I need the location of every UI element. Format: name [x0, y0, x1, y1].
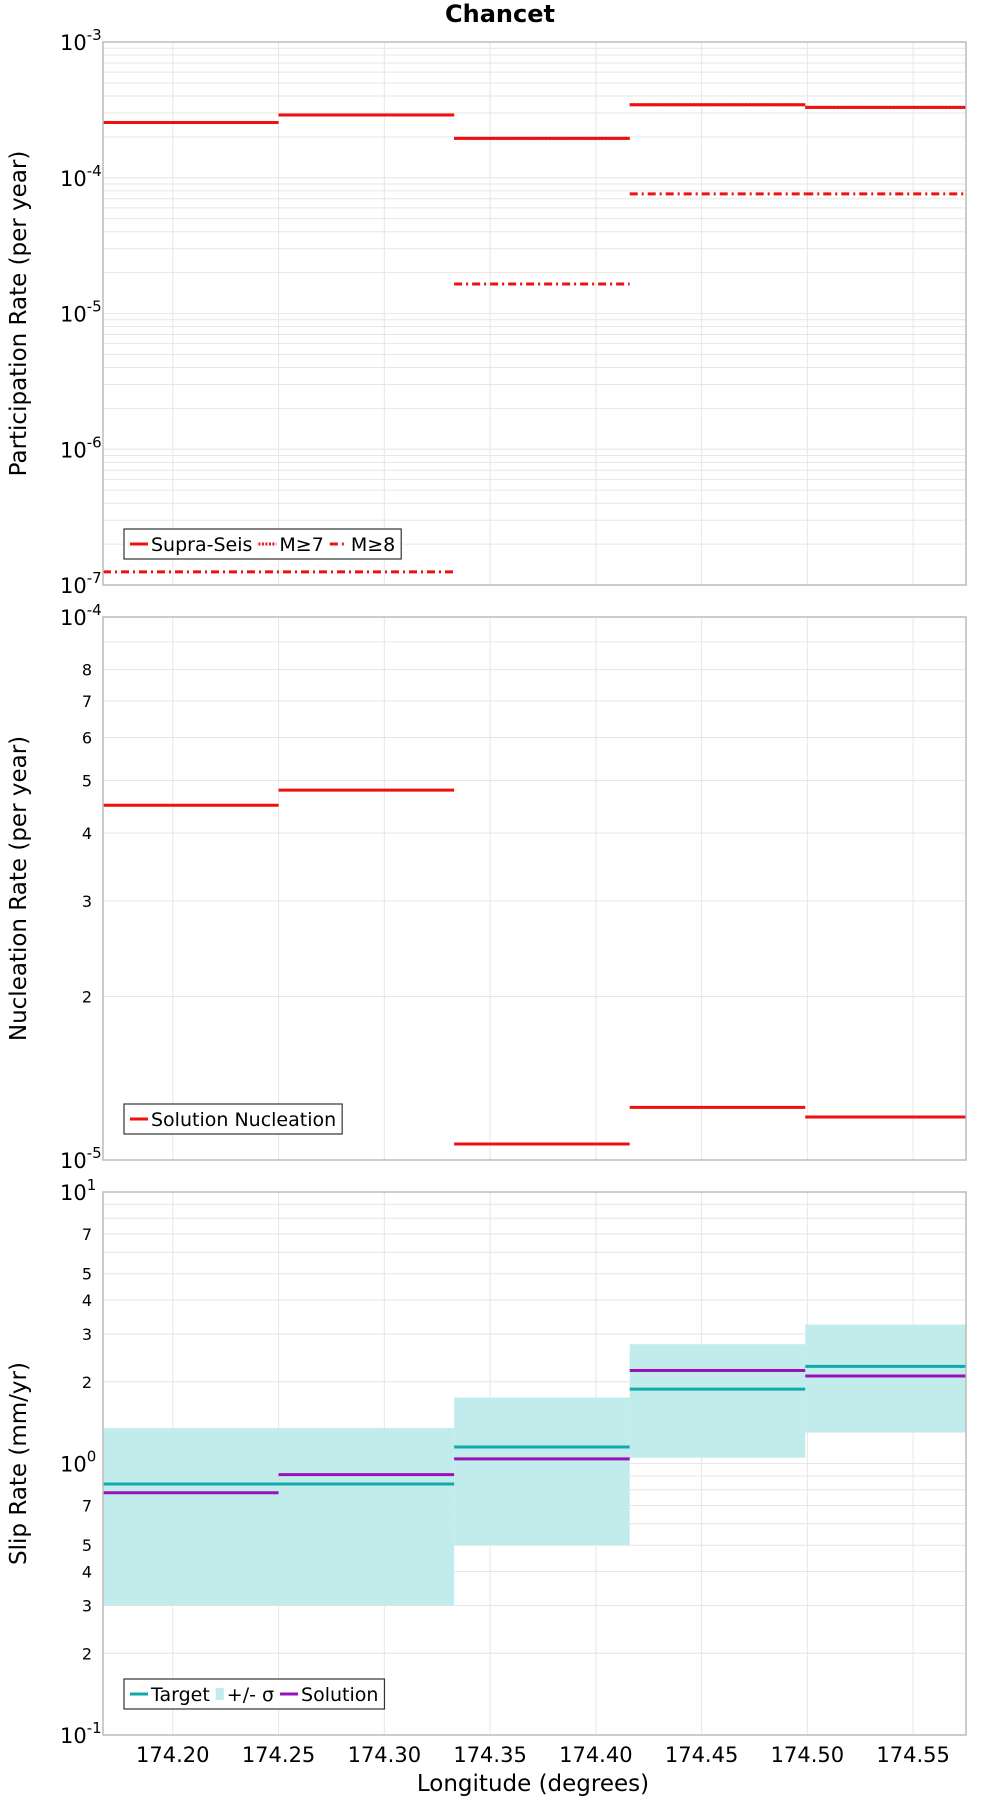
x-tick-label: 174.40 — [559, 1743, 632, 1767]
legend: Supra-Seis M≥7 M≥8 — [123, 528, 402, 560]
y-minor-tick-label: 3 — [82, 1596, 92, 1615]
y-tick-exponent: -3 — [87, 26, 102, 44]
x-tick-label: 174.55 — [876, 1743, 949, 1767]
y-tick-exponent: -1 — [87, 1719, 102, 1737]
y-tick-label: 10-5 — [60, 1144, 102, 1173]
legend-label: Solution Nucleation — [151, 1109, 336, 1131]
series-solution — [103, 1369, 966, 1495]
y-tick-exponent: -4 — [87, 601, 102, 619]
y-tick-base: 10 — [60, 1181, 87, 1205]
y-minor-tick-label: 4 — [82, 1291, 92, 1310]
y-tick-exponent: -4 — [87, 162, 102, 180]
y-tick-base: 10 — [60, 1724, 87, 1748]
legend-label: M≥8 — [351, 534, 395, 556]
y-axis-label: Participation Rate (per year) — [6, 151, 32, 477]
x-axis-label: Longitude (degrees) — [417, 1771, 649, 1797]
y-minor-tick-label: 6 — [82, 728, 92, 747]
y-tick-base: 10 — [60, 606, 87, 630]
y-tick-label: 10-4 — [60, 601, 102, 630]
legend-label: M≥7 — [279, 534, 323, 556]
y-minor-tick-label: 4 — [82, 824, 92, 843]
y-minor-tick-label: 5 — [82, 1536, 92, 1555]
y-tick-exponent: 1 — [87, 1176, 97, 1194]
x-tick-label: 174.35 — [453, 1743, 526, 1767]
sigma-bands — [103, 1324, 966, 1606]
series-target — [103, 1364, 966, 1486]
y-axis-label: Slip Rate (mm/yr) — [6, 1362, 32, 1565]
x-tick-label: 174.45 — [665, 1743, 738, 1767]
y-tick-label: 10-1 — [60, 1719, 102, 1748]
y-minor-tick-label: 7 — [82, 1497, 92, 1516]
y-tick-base: 10 — [60, 574, 87, 598]
y-tick-base: 10 — [60, 167, 87, 191]
y-minor-tick-label: 5 — [82, 1265, 92, 1284]
x-tick-label: 174.20 — [136, 1743, 209, 1767]
series-dotted — [103, 103, 966, 140]
y-tick-base: 10 — [60, 31, 87, 55]
series-dashdot — [103, 192, 966, 574]
y-minor-tick-label: 2 — [82, 1373, 92, 1392]
chart-title: Chancet — [445, 0, 555, 28]
y-minor-tick-label: 8 — [82, 661, 92, 680]
y-tick-exponent: -6 — [87, 433, 102, 451]
y-minor-tick-label: 4 — [82, 1563, 92, 1582]
y-tick-label: 10-5 — [60, 298, 102, 327]
y-minor-tick-label: 7 — [82, 692, 92, 711]
sigma-band — [805, 1324, 966, 1433]
legend-label: Supra-Seis — [151, 534, 252, 556]
plot-frame — [102, 1191, 967, 1736]
legend-label: +/- σ — [227, 1684, 274, 1706]
y-tick-base: 10 — [60, 1453, 87, 1477]
sigma-band — [103, 1428, 455, 1606]
y-minor-tick-label: 3 — [82, 892, 92, 911]
y-tick-exponent: -5 — [87, 298, 102, 316]
x-tick-labels: 174.20 174.25 174.30 174.35 174.40 174.45 174.… — [136, 1743, 950, 1767]
y-minor-tick-label: 3 — [82, 1325, 92, 1344]
y-tick-base: 10 — [60, 1149, 87, 1173]
series-solid — [103, 788, 966, 1146]
legend-box — [123, 1678, 386, 1710]
grid — [103, 42, 966, 586]
sigma-band — [454, 1397, 630, 1546]
plot-frame — [102, 616, 967, 1161]
y-tick-label: 100 — [60, 1448, 96, 1477]
grid — [103, 617, 966, 1161]
y-axis-label: Nucleation Rate (per year) — [6, 736, 32, 1041]
legend-swatch — [215, 1688, 224, 1700]
y-tick-label: 101 — [60, 1176, 96, 1205]
y-tick-exponent: 0 — [87, 1448, 97, 1466]
y-minor-tick-label: 5 — [82, 771, 92, 790]
y-minor-tick-label: 2 — [82, 988, 92, 1007]
x-tick-label: 174.50 — [771, 1743, 844, 1767]
plot-frame — [102, 41, 967, 586]
y-tick-base: 10 — [60, 303, 87, 327]
y-minor-tick-label: 2 — [82, 1644, 92, 1663]
y-tick-label: 10-4 — [60, 162, 102, 191]
legend: Target +/- σ Solution — [123, 1678, 386, 1710]
y-tick-label: 10-6 — [60, 433, 102, 462]
x-tick-label: 174.30 — [348, 1743, 421, 1767]
sigma-band — [629, 1344, 806, 1458]
y-tick-exponent: -7 — [87, 569, 102, 587]
x-tick-label: 174.25 — [242, 1743, 315, 1767]
legend: Solution Nucleation — [123, 1103, 343, 1135]
y-tick-base: 10 — [60, 438, 87, 462]
y-tick-label: 10-3 — [60, 26, 102, 55]
legend-box — [123, 1103, 343, 1135]
series-solid — [103, 103, 966, 140]
y-tick-label: 10-7 — [60, 569, 102, 598]
legend-label: Target — [150, 1684, 210, 1706]
legend-label: Solution — [301, 1684, 378, 1706]
y-minor-tick-label: 7 — [82, 1225, 92, 1244]
y-tick-exponent: -5 — [87, 1144, 102, 1162]
